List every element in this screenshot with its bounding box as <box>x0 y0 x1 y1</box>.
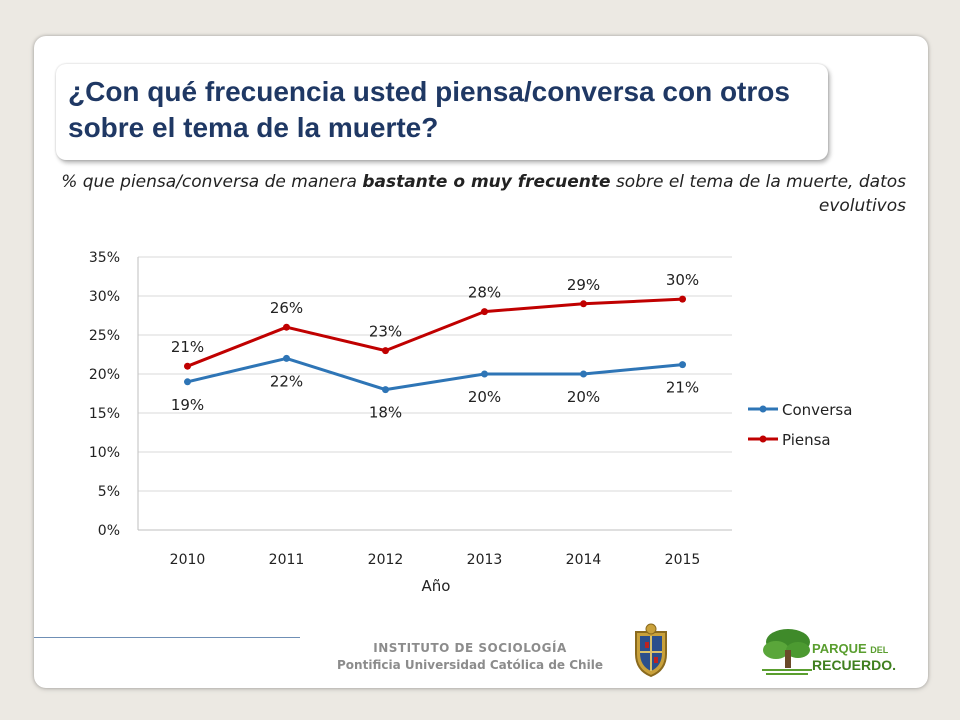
data-point <box>580 300 587 308</box>
data-point <box>283 323 290 331</box>
park-logo-text: PARQUE DEL RECUERDO. <box>812 641 896 673</box>
y-tick-label: 30% <box>89 289 120 305</box>
y-tick-label: 25% <box>89 328 120 344</box>
legend-label: Piensa <box>782 431 831 449</box>
data-label: 29% <box>567 276 600 294</box>
chart-subtitle: % que piensa/conversa de manera bastante… <box>60 170 906 218</box>
data-point <box>382 386 389 394</box>
data-point <box>679 361 686 369</box>
y-tick-label: 35% <box>89 250 120 266</box>
data-label: 26% <box>270 299 303 317</box>
subtitle-text-start: % que piensa/conversa de manera <box>61 172 363 192</box>
data-label: 19% <box>171 396 204 414</box>
data-point <box>382 347 389 355</box>
legend-marker <box>759 435 767 443</box>
x-tick-label: 2010 <box>170 552 206 568</box>
series-line-conversa <box>187 356 683 392</box>
data-label: 22% <box>270 372 303 390</box>
data-point <box>481 308 488 316</box>
slide-title: ¿Con qué frecuencia usted piensa/convers… <box>68 76 790 143</box>
legend-marker <box>759 405 767 413</box>
data-label: 20% <box>468 388 501 406</box>
subtitle-text-end: sobre el tema de la muerte, datos evolut… <box>610 172 906 216</box>
x-tick-label: 2015 <box>665 552 701 568</box>
legend-label: Conversa <box>782 401 852 419</box>
institution-block: INSTITUTO DE SOCIOLOGÍA Pontificia Unive… <box>320 640 620 674</box>
x-tick-label: 2012 <box>368 552 404 568</box>
x-tick-label: 2014 <box>566 552 602 568</box>
y-tick-label: 0% <box>98 523 120 539</box>
institute-name: INSTITUTO DE SOCIOLOGÍA <box>373 641 567 655</box>
data-point <box>580 370 587 378</box>
x-tick-label: 2011 <box>269 552 305 568</box>
data-point <box>184 362 191 370</box>
park-logo-name2: RECUERDO. <box>812 657 897 673</box>
data-point <box>283 354 290 362</box>
park-tree-logo-icon <box>762 629 812 675</box>
data-label: 30% <box>666 271 699 289</box>
data-point <box>679 295 686 303</box>
data-point <box>184 378 191 386</box>
data-label: 28% <box>468 284 501 302</box>
y-tick-label: 15% <box>89 406 120 422</box>
data-label: 21% <box>171 338 204 356</box>
data-label: 21% <box>666 379 699 397</box>
x-tick-label: 2013 <box>467 552 503 568</box>
footer-divider <box>34 637 300 638</box>
series-line-piensa <box>186 297 683 368</box>
park-logo-del: DEL <box>870 645 889 655</box>
university-name: Pontificia Universidad Católica de Chile <box>337 658 603 672</box>
data-point <box>481 370 488 378</box>
data-label: 18% <box>369 404 402 422</box>
y-tick-label: 5% <box>98 484 120 500</box>
x-axis-title: Año <box>422 577 451 595</box>
y-tick-label: 20% <box>89 367 120 383</box>
university-crest-icon <box>635 623 667 678</box>
y-tick-label: 10% <box>89 445 120 461</box>
data-label: 20% <box>567 388 600 406</box>
park-logo-name: PARQUE <box>812 641 867 656</box>
data-label: 23% <box>369 323 402 341</box>
title-box <box>56 64 828 160</box>
subtitle-bold-text: bastante o muy frecuente <box>362 172 611 192</box>
